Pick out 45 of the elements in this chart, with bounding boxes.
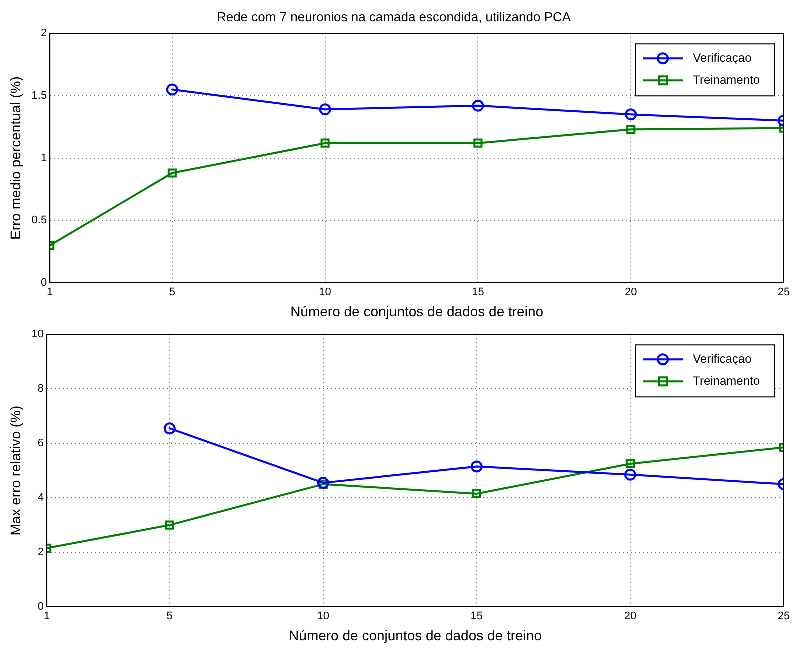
x-tick-label: 25 [778, 286, 790, 299]
x-tick-label: 25 [778, 610, 790, 623]
legend-label: Treinamento [693, 72, 760, 87]
y-axis-title: Max erro relativo (%) [7, 406, 24, 536]
point [470, 460, 483, 473]
x-tick-label: 20 [624, 286, 638, 299]
point [165, 520, 174, 530]
point [168, 168, 177, 178]
y-tick-label: 2 [40, 28, 48, 40]
point [624, 468, 636, 481]
legend-label: Treinamento [693, 374, 760, 388]
x-tick-label: 5 [166, 610, 173, 623]
point [164, 422, 176, 435]
x-axis-title: Número de conjuntos de dados de treino [289, 627, 542, 644]
y-tick-label: 6 [38, 438, 44, 450]
point [472, 489, 482, 498]
x-tick-label: 15 [472, 286, 484, 299]
x-axis-title: Número de conjuntos de dados de treino [290, 303, 544, 320]
y-tick-label: 0 [38, 601, 44, 614]
point [320, 138, 330, 148]
y-tick-label: 4 [38, 492, 44, 504]
point [317, 477, 330, 490]
legend-label: Verificaçao [693, 50, 752, 65]
y-tick-label: 10 [32, 328, 44, 341]
x-tick-label: 15 [470, 610, 484, 623]
chart-title: Rede com 7 neuronios na camada escondida, utilizando PCA [216, 9, 572, 24]
point [474, 138, 483, 148]
legend-label: Verificaçao [693, 352, 752, 366]
point [626, 125, 636, 134]
point [472, 100, 484, 112]
point [319, 104, 332, 116]
x-tick-label: 20 [624, 610, 637, 623]
point [166, 84, 178, 96]
y-tick-label: 1 [40, 152, 48, 164]
x-tick-label: 10 [319, 286, 332, 299]
y-tick-label: 0 [40, 277, 48, 290]
y-tick-label: 8 [38, 383, 44, 396]
x-tick-label: 10 [317, 610, 330, 623]
y-axis-title: Erro medio percentual (%) [7, 76, 24, 240]
point [625, 108, 638, 121]
y-tick-label: 2 [38, 546, 44, 559]
point [626, 459, 635, 469]
y-tick-label: 0.5 [32, 214, 48, 227]
x-tick-label: 5 [169, 286, 176, 299]
y-tick-label: 1.5 [32, 90, 48, 102]
